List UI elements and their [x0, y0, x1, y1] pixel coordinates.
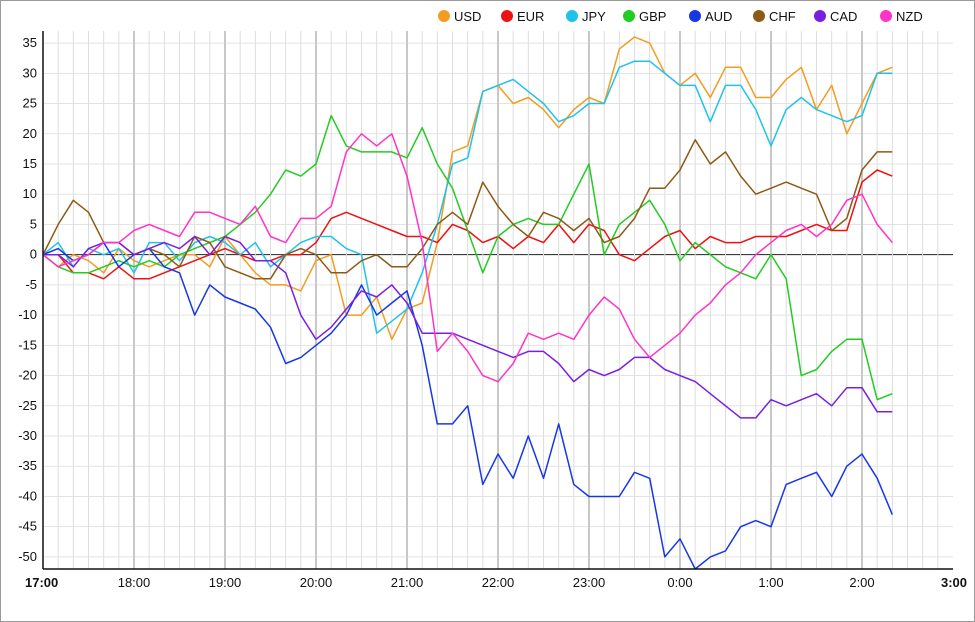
series-line-jpy — [42, 60, 893, 334]
legend-label-cad: CAD — [830, 9, 857, 24]
legend-marker-aud — [689, 10, 701, 22]
y-tick-label: -10 — [18, 307, 37, 322]
y-tick-label: -40 — [18, 488, 37, 503]
legend-label-aud: AUD — [705, 9, 732, 24]
x-tick-label: 22:00 — [482, 575, 515, 590]
y-tick-label: 20 — [23, 126, 37, 141]
series-line-aud — [42, 241, 893, 570]
legend-marker-jpy — [566, 10, 578, 22]
x-tick-label: 17:00 — [25, 575, 58, 590]
x-tick-label: 3:00 — [941, 575, 967, 590]
x-tick-label: 2:00 — [849, 575, 874, 590]
y-tick-label: -15 — [18, 337, 37, 352]
legend: USD EUR JPY GBP AUD CHF CAD NZD — [438, 9, 923, 24]
series-line-chf — [42, 139, 893, 280]
y-tick-label: 5 — [30, 216, 37, 231]
series-line-gbp — [42, 114, 893, 401]
y-tick-label: 25 — [23, 96, 37, 111]
legend-marker-nzd — [880, 10, 892, 22]
x-tick-label: 23:00 — [573, 575, 606, 590]
legend-marker-chf — [753, 10, 765, 22]
x-tick-label: 21:00 — [391, 575, 424, 590]
y-tick-label: -35 — [18, 458, 37, 473]
series-line-nzd — [42, 133, 893, 383]
legend-label-chf: CHF — [769, 9, 796, 24]
legend-marker-cad — [814, 10, 826, 22]
x-tick-label: 0:00 — [667, 575, 692, 590]
y-tick-label: -25 — [18, 398, 37, 413]
x-tick-label: 20:00 — [300, 575, 333, 590]
legend-label-gbp: GBP — [639, 9, 666, 24]
y-tick-label: 30 — [23, 65, 37, 80]
y-tick-label: 35 — [23, 35, 37, 50]
y-tick-label: -30 — [18, 428, 37, 443]
legend-marker-gbp — [623, 10, 635, 22]
x-tick-label: 18:00 — [118, 575, 151, 590]
y-tick-label: 0 — [30, 247, 37, 262]
legend-marker-usd — [438, 10, 450, 22]
y-tick-label: -5 — [25, 277, 37, 292]
y-tick-label: -45 — [18, 519, 37, 534]
x-tick-label: 19:00 — [209, 575, 242, 590]
y-tick-label: -50 — [18, 549, 37, 564]
gridlines — [43, 31, 953, 569]
y-tick-label: -20 — [18, 368, 37, 383]
legend-label-eur: EUR — [517, 9, 544, 24]
y-tick-label: 10 — [23, 186, 37, 201]
y-tick-label: 15 — [23, 156, 37, 171]
axes: 35 30 25 20 15 10 5 0 -5 -10 -15 -20 -25 -30 -35 -40 -45… — [18, 31, 967, 590]
legend-label-nzd: NZD — [896, 9, 923, 24]
series-line-cad — [43, 235, 893, 419]
legend-marker-eur — [501, 10, 513, 22]
x-tick-label: 1:00 — [758, 575, 783, 590]
legend-label-jpy: JPY — [582, 9, 606, 24]
legend-label-usd: USD — [454, 9, 481, 24]
series-lines — [42, 36, 893, 570]
